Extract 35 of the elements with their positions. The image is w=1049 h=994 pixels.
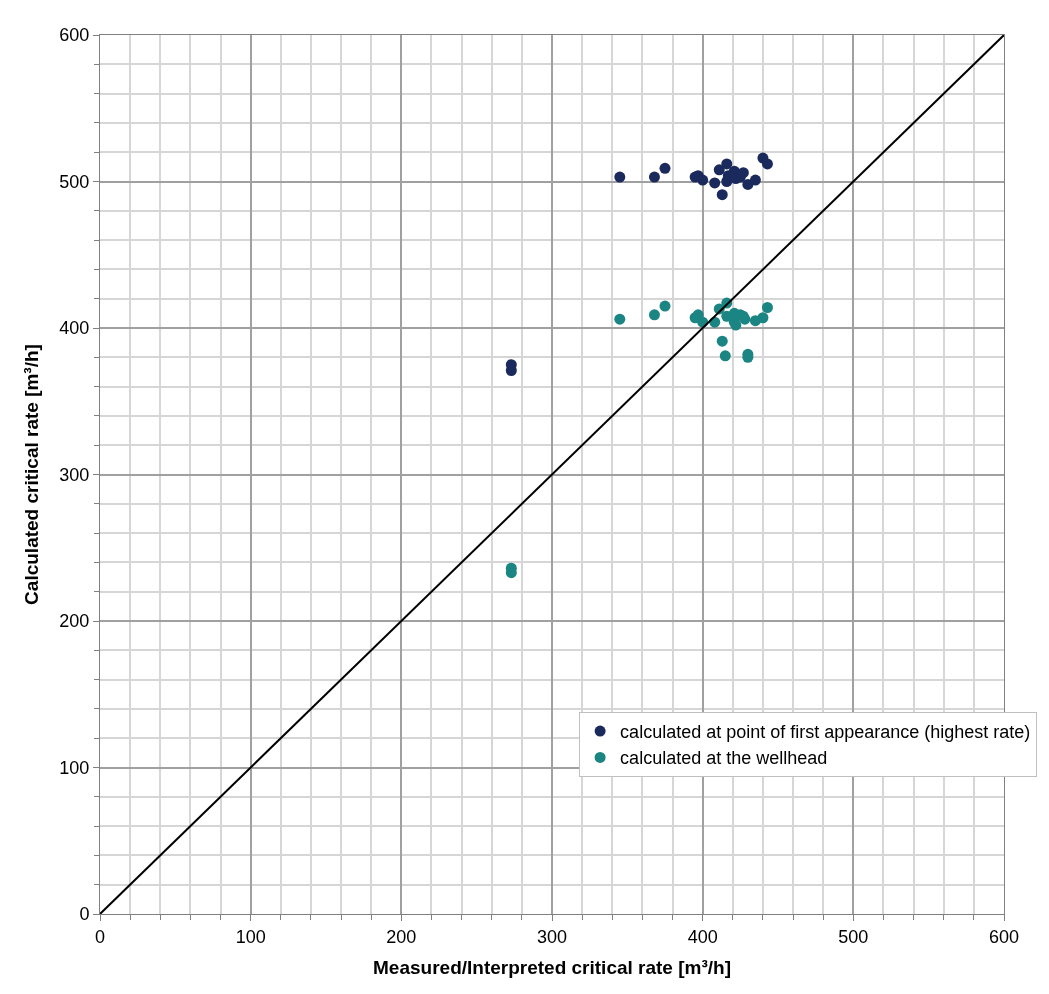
x-tick-label: 100 <box>235 926 266 947</box>
point <box>697 174 709 186</box>
x-tick-label: 600 <box>988 926 1020 947</box>
point <box>761 158 773 170</box>
point <box>648 171 660 183</box>
point <box>648 309 660 321</box>
point <box>709 177 721 189</box>
y-axis-title: Calculated critical rate [m³/h] <box>21 344 43 605</box>
point <box>713 164 725 176</box>
legend-label: calculated at the wellhead <box>620 748 828 769</box>
y-tick-label: 500 <box>59 171 90 192</box>
x-tick-label: 500 <box>838 926 869 947</box>
point <box>749 174 761 186</box>
point <box>761 301 773 313</box>
point <box>614 313 626 325</box>
y-tick-label: 400 <box>59 318 90 339</box>
point <box>614 171 626 183</box>
y-tick-label: 300 <box>59 464 90 485</box>
point <box>719 350 731 362</box>
point <box>716 335 728 347</box>
point <box>721 158 733 170</box>
x-tick-label: 0 <box>94 926 106 947</box>
y-tick-label: 600 <box>59 25 90 46</box>
y-tick-label: 0 <box>79 904 90 925</box>
point <box>716 189 728 201</box>
x-tick-label: 200 <box>386 926 417 947</box>
x-tick-label: 300 <box>536 926 568 947</box>
x-axis-title: Measured/Interpreted critical rate [m³/h] <box>373 957 731 979</box>
y-tick-label: 200 <box>59 611 90 632</box>
y-tick-label: 100 <box>59 757 90 778</box>
point <box>659 162 671 174</box>
point <box>659 300 671 312</box>
x-tick-label: 400 <box>687 926 718 947</box>
legend-label: calculated at point of first appearance (highest rate) <box>620 722 1031 743</box>
point <box>757 312 769 324</box>
